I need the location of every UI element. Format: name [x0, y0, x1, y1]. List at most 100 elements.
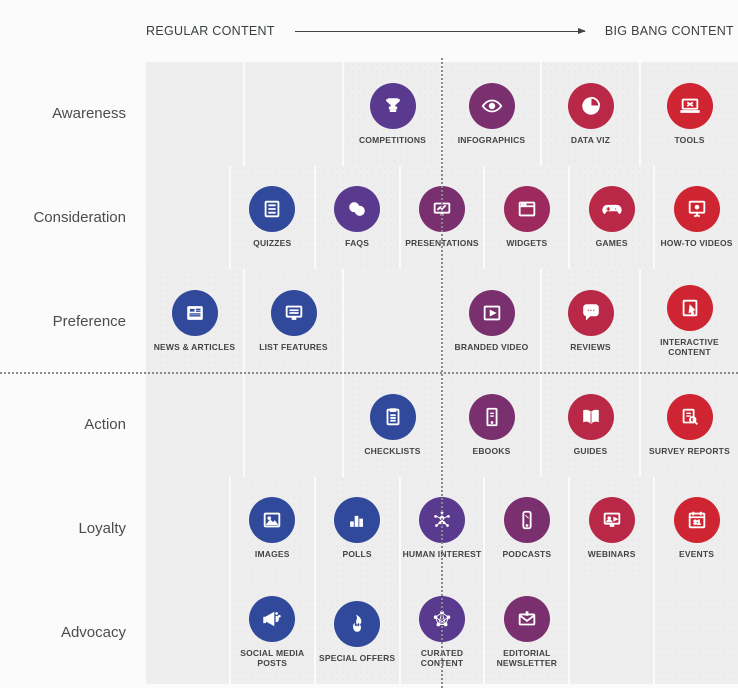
- cell-label: EBOOKS: [472, 446, 510, 456]
- grid-cell: INTERACTIVE CONTENT: [641, 269, 738, 373]
- chat-icon: [568, 290, 614, 336]
- cell-label: TOOLS: [674, 135, 704, 145]
- grid-cell: PODCASTS: [485, 477, 568, 581]
- cell-label: COMPETITIONS: [359, 135, 426, 145]
- grid-cell: [245, 62, 342, 166]
- grid-cell: SPECIAL OFFERS: [316, 580, 399, 684]
- row-label: Preference: [0, 269, 146, 373]
- grid-row: COMPETITIONS INFOGRAPHICS DATA VIZ TOOLS: [146, 62, 738, 166]
- gamepad-icon: [589, 186, 635, 232]
- qa-icon: QA: [334, 186, 380, 232]
- cell-label: PODCASTS: [502, 549, 551, 559]
- webinar-icon: [589, 497, 635, 543]
- grid-cell: EBOOKS: [443, 373, 540, 477]
- grid-cell: CHECKLISTS: [344, 373, 441, 477]
- row-label: Advocacy: [0, 580, 146, 684]
- grid-row: CHECKLISTS EBOOKS GUIDES SURVEY REPORTS: [146, 373, 738, 477]
- grid-cell: GAMES: [570, 166, 653, 270]
- cell-label: REVIEWS: [570, 342, 611, 352]
- cell-label: INTERACTIVE CONTENT: [646, 337, 734, 357]
- pie-icon: [568, 83, 614, 129]
- content-matrix: REGULAR CONTENT BIG BANG CONTENT Awarene…: [0, 0, 738, 684]
- grid-cell: BRANDED VIDEO: [443, 269, 540, 373]
- cell-label: EVENTS: [679, 549, 714, 559]
- grid-cell: NEWS & ARTICLES: [146, 269, 243, 373]
- grid-cell: [146, 477, 229, 581]
- row-label: Awareness: [0, 62, 146, 166]
- row-label: Consideration: [0, 166, 146, 270]
- grid-cell: LIST FEATURES: [245, 269, 342, 373]
- clipboard-icon: [370, 394, 416, 440]
- grid-cell: [344, 269, 441, 373]
- grid-cell: WIDGETS: [485, 166, 568, 270]
- row-labels: AwarenessConsiderationPreferenceActionLo…: [0, 62, 146, 684]
- grid-cell: [570, 580, 653, 684]
- grid-cell: 31 EVENTS: [655, 477, 738, 581]
- calendar-icon: 31: [674, 497, 720, 543]
- cell-label: GAMES: [596, 238, 628, 248]
- cell-label: WEBINARS: [588, 549, 636, 559]
- cell-label: SURVEY REPORTS: [649, 446, 730, 456]
- cell-label: CHECKLISTS: [364, 446, 420, 456]
- header-right: BIG BANG CONTENT: [605, 24, 734, 38]
- cell-label: NEWS & ARTICLES: [154, 342, 236, 352]
- grid-cell: IMAGES: [231, 477, 314, 581]
- cell-label: FAQS: [345, 238, 369, 248]
- cell-label: SOCIAL MEDIA POSTS: [233, 648, 312, 668]
- cell-label: WIDGETS: [506, 238, 547, 248]
- cell-label: DATA VIZ: [571, 135, 610, 145]
- grid-cell: [146, 580, 229, 684]
- cell-label: SPECIAL OFFERS: [319, 653, 395, 663]
- cell-label: CURATED CONTENT: [403, 648, 482, 668]
- mesh-icon: [419, 596, 465, 642]
- cell-label: HOW-TO VIDEOS: [660, 238, 732, 248]
- cell-label: IMAGES: [255, 549, 290, 559]
- tablet-icon: [469, 394, 515, 440]
- arrow-icon: [295, 31, 585, 32]
- cell-label: BRANDED VIDEO: [455, 342, 529, 352]
- grid-cell: INFOGRAPHICS: [443, 62, 540, 166]
- grid: COMPETITIONS INFOGRAPHICS DATA VIZ TOOLS QUI…: [146, 62, 738, 684]
- news-icon: [172, 290, 218, 336]
- trophy-icon: [370, 83, 416, 129]
- header: REGULAR CONTENT BIG BANG CONTENT: [146, 0, 738, 62]
- grid-cell: [655, 580, 738, 684]
- slides-icon: [419, 186, 465, 232]
- grid-row: QUIZZES QA FAQS PRESENTATIONS WIDGETS GAMES HO…: [146, 166, 738, 270]
- grid-row: NEWS & ARTICLES LIST FEATURES BRANDED VIDE…: [146, 269, 738, 373]
- howto-icon: [674, 186, 720, 232]
- laptop-x-icon: [667, 83, 713, 129]
- cell-label: GUIDES: [574, 446, 608, 456]
- docsearch-icon: [667, 394, 713, 440]
- book-icon: [568, 394, 614, 440]
- row-label: Loyalty: [0, 477, 146, 581]
- grid-cell: [146, 373, 243, 477]
- cell-label: PRESENTATIONS: [405, 238, 479, 248]
- grid-cell: [146, 166, 229, 270]
- window-icon: [504, 186, 550, 232]
- cell-label: LIST FEATURES: [259, 342, 328, 352]
- grid-cell: [245, 373, 342, 477]
- grid-cell: REVIEWS: [542, 269, 639, 373]
- image-icon: [249, 497, 295, 543]
- listmon-icon: [271, 290, 317, 336]
- grid-cell: WEBINARS: [570, 477, 653, 581]
- touch-icon: [667, 285, 713, 331]
- mail-icon: [504, 596, 550, 642]
- cell-label: INFOGRAPHICS: [458, 135, 526, 145]
- bars-icon: [334, 497, 380, 543]
- svg-text:31: 31: [693, 520, 701, 527]
- header-left: REGULAR CONTENT: [146, 24, 275, 38]
- grid-cell: QUIZZES: [231, 166, 314, 270]
- grid-cell: QA FAQS: [316, 166, 399, 270]
- play-icon: [469, 290, 515, 336]
- cell-label: QUIZZES: [253, 238, 291, 248]
- flame-icon: [334, 601, 380, 647]
- eye-icon: [469, 83, 515, 129]
- grid-cell: HUMAN INTEREST: [401, 477, 484, 581]
- grid-cell: TOOLS: [641, 62, 738, 166]
- listdoc-icon: [249, 186, 295, 232]
- grid-cell: SURVEY REPORTS: [641, 373, 738, 477]
- grid-cell: COMPETITIONS: [344, 62, 441, 166]
- grid-cell: DATA VIZ: [542, 62, 639, 166]
